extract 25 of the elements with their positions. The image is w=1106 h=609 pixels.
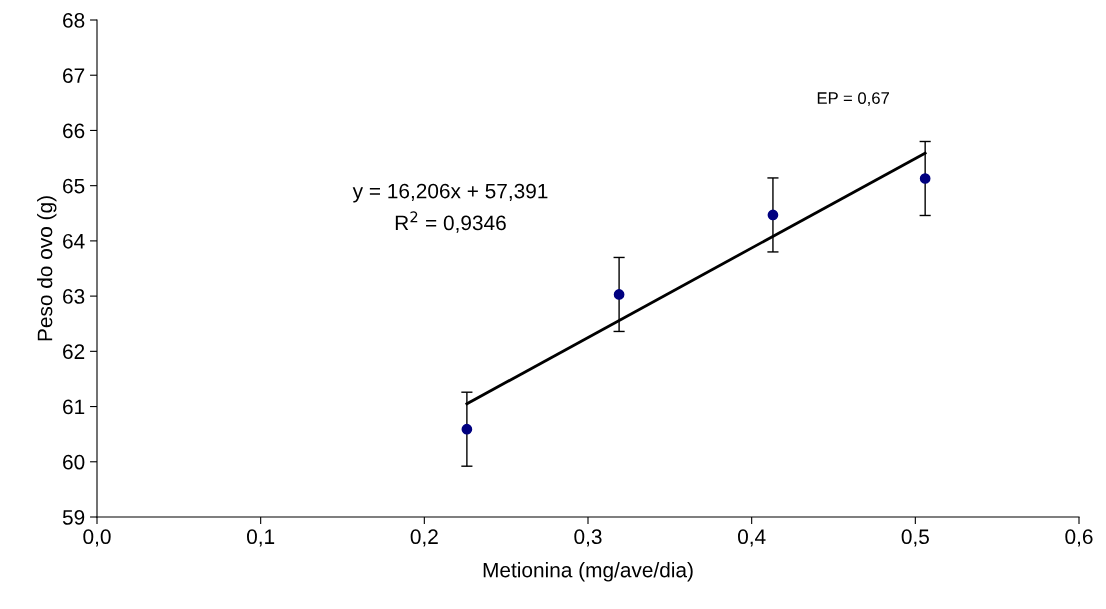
y-tick-label: 62 <box>63 344 85 360</box>
x-axis-title: Metionina (mg/ave/dia) <box>483 562 693 582</box>
y-tick-label: 64 <box>63 233 85 249</box>
x-tick-label: 0,3 <box>574 529 602 547</box>
y-tick-label: 68 <box>63 13 85 28</box>
y-tick-label: 65 <box>63 178 85 194</box>
x-tick-label: 0,4 <box>738 529 766 547</box>
point <box>767 209 779 221</box>
y-tick-label: 59 <box>62 510 85 525</box>
x-tick-label: 0,2 <box>410 529 438 547</box>
x-tick-label: 0,1 <box>247 529 275 547</box>
y-tick-label: 66 <box>63 123 85 139</box>
x-tick-label: 0,6 <box>1065 529 1093 547</box>
y-tick-label: 63 <box>63 289 85 304</box>
y-tick-label: 60 <box>63 454 85 470</box>
y-tick-label: 61 <box>63 399 85 415</box>
x-tick-label: 0,0 <box>83 529 111 547</box>
x-tick-label: 0,5 <box>901 529 929 547</box>
annotation: y = 16,206x + 57,391 R$^{2}$ = 0,9346 <box>352 183 548 233</box>
point <box>919 173 931 184</box>
y-axis-title: Peso do ovo (g) <box>37 196 57 341</box>
point <box>613 289 625 300</box>
annotation: EP = 0,67 <box>817 92 889 106</box>
y-tick-label: 67 <box>63 68 85 83</box>
point <box>461 423 473 435</box>
